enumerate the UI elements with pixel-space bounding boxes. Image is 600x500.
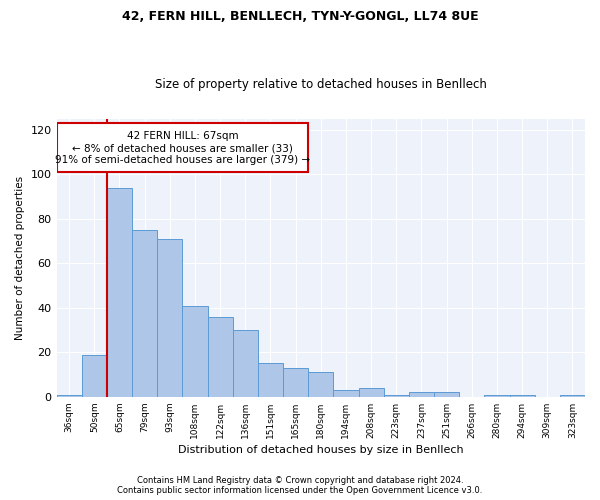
Title: Size of property relative to detached houses in Benllech: Size of property relative to detached ho… <box>155 78 487 91</box>
Text: 42 FERN HILL: 67sqm: 42 FERN HILL: 67sqm <box>127 131 238 141</box>
Bar <box>56 394 82 397</box>
Bar <box>484 394 509 397</box>
Bar <box>509 394 535 397</box>
Bar <box>182 306 208 397</box>
Text: Contains HM Land Registry data © Crown copyright and database right 2024.
Contai: Contains HM Land Registry data © Crown c… <box>118 476 482 495</box>
X-axis label: Distribution of detached houses by size in Benllech: Distribution of detached houses by size … <box>178 445 464 455</box>
Bar <box>359 388 383 397</box>
Text: 91% of semi-detached houses are larger (379) →: 91% of semi-detached houses are larger (… <box>55 156 310 166</box>
Bar <box>56 123 308 172</box>
Bar <box>157 239 182 397</box>
Y-axis label: Number of detached properties: Number of detached properties <box>15 176 25 340</box>
Bar <box>434 392 459 397</box>
Bar <box>258 364 283 397</box>
Bar <box>308 372 334 397</box>
Bar <box>107 188 132 397</box>
Bar <box>383 394 409 397</box>
Bar <box>132 230 157 397</box>
Bar <box>233 330 258 397</box>
Bar <box>82 354 107 397</box>
Bar <box>334 390 359 397</box>
Text: 42, FERN HILL, BENLLECH, TYN-Y-GONGL, LL74 8UE: 42, FERN HILL, BENLLECH, TYN-Y-GONGL, LL… <box>122 10 478 23</box>
Text: ← 8% of detached houses are smaller (33): ← 8% of detached houses are smaller (33) <box>72 143 293 153</box>
Bar <box>208 316 233 397</box>
Bar <box>409 392 434 397</box>
Bar <box>560 394 585 397</box>
Bar <box>283 368 308 397</box>
